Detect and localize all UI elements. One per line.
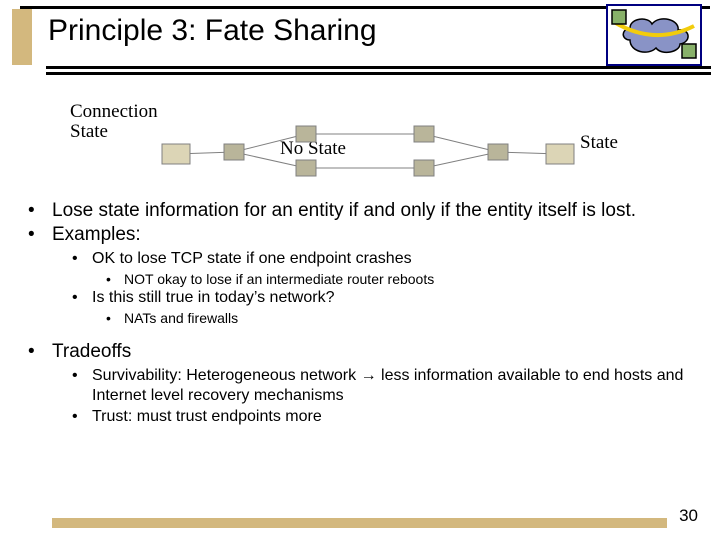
page-number: 30 [679,506,698,526]
bullet-marker: • [28,200,52,222]
bullet-l2: • Trust: must trust endpoints more [28,407,692,427]
title-underline-2 [46,72,711,75]
bullet-marker: • [106,309,124,327]
bullet-text: NOT okay to lose if an intermediate rout… [124,270,692,288]
bullet-text: Trust: must trust endpoints more [92,407,692,427]
bullet-text: Is this still true in today’s network? [92,288,692,308]
diagram-svg [70,102,660,180]
bullet-text: Survivability: Heterogeneous network → l… [92,366,692,406]
bullet-l3: • NATs and firewalls [28,309,692,327]
bullet-l1: • Lose state information for an entity i… [28,200,692,222]
bullet-text: Examples: [52,224,692,246]
bullet-l2: • Is this still true in today’s network? [28,288,692,308]
bullet-l1: • Examples: [28,224,692,246]
slide-body: • Lose state information for an entity i… [28,200,692,428]
bullet-marker: • [72,366,92,406]
bullet-marker: • [106,270,124,288]
slide-title: Principle 3: Fate Sharing [48,14,377,48]
bullet-marker: • [72,249,92,269]
bullet-l2: • OK to lose TCP state if one endpoint c… [28,249,692,269]
gold-accent-bottom [52,518,667,528]
bullet-text: OK to lose TCP state if one endpoint cra… [92,249,692,269]
network-icon [606,4,702,66]
bullet-l1: • Tradeoffs [28,341,692,363]
bullet-l2: • Survivability: Heterogeneous network →… [28,366,692,406]
spacer [28,327,692,341]
network-icon-svg [608,6,700,64]
gold-accent-left [12,9,32,65]
fate-sharing-diagram: ConnectionState No State State [70,102,660,180]
bullet-marker: • [72,407,92,427]
bullet-l3: • NOT okay to lose if an intermediate ro… [28,270,692,288]
bullet-marker: • [28,224,52,246]
bullet-text: Lose state information for an entity if … [52,200,692,222]
bullet-marker: • [28,341,52,363]
bullet-marker: • [72,288,92,308]
bullet-text: NATs and firewalls [124,309,692,327]
bullet-text: Tradeoffs [52,341,692,363]
